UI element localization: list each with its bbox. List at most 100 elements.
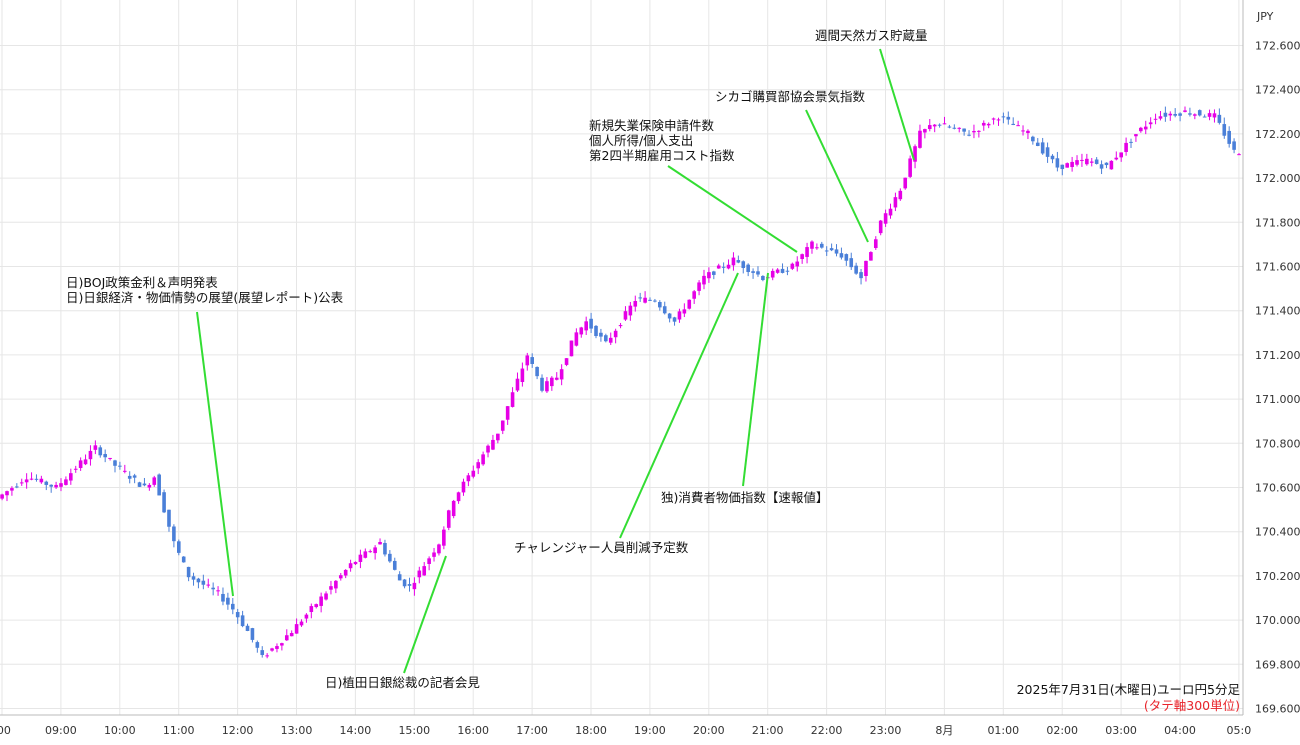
x-tick-label: 11:00	[163, 724, 195, 737]
x-tick-label: 23:00	[870, 724, 902, 737]
candle-body	[957, 127, 962, 129]
candle-body	[1212, 113, 1217, 118]
candle-body	[1143, 126, 1148, 130]
candle-body	[1021, 130, 1025, 132]
x-tick-label: 13:00	[281, 724, 313, 737]
candle	[1050, 154, 1055, 164]
annotation-label: 日)日銀経済・物価情勢の展望(展望レポート)公表	[66, 290, 344, 305]
candle	[1094, 157, 1099, 165]
y-tick-label: 172.000	[1255, 172, 1300, 185]
candle	[638, 292, 642, 302]
candle	[898, 188, 903, 201]
candle	[859, 268, 863, 285]
candle	[574, 328, 579, 347]
candle	[981, 120, 986, 131]
candle	[1168, 111, 1173, 121]
candle-body	[515, 378, 520, 391]
candle-body	[358, 554, 363, 562]
candle	[181, 556, 186, 563]
candle-body	[864, 260, 868, 277]
candle-body	[761, 275, 765, 281]
candle-body	[589, 318, 593, 329]
candle	[10, 486, 14, 496]
candle-body	[181, 556, 186, 563]
candle-body	[559, 369, 564, 380]
y-tick-label: 170.800	[1255, 437, 1300, 450]
candle-body	[1207, 113, 1212, 117]
candle-body	[677, 311, 682, 320]
candle	[618, 322, 623, 329]
candle-body	[1109, 160, 1114, 170]
candle	[667, 312, 672, 323]
candle-body	[64, 479, 68, 485]
candle	[505, 406, 510, 425]
candle	[353, 561, 358, 566]
candle	[775, 268, 780, 274]
candle-body	[574, 332, 579, 346]
candle-body	[780, 268, 785, 273]
candle-body	[770, 270, 775, 278]
candle	[481, 451, 485, 466]
candle	[1070, 156, 1074, 172]
candle-body	[554, 377, 559, 380]
candle	[373, 545, 377, 560]
candle	[1035, 138, 1040, 147]
candle	[206, 578, 211, 588]
candle	[383, 539, 387, 557]
candle	[103, 449, 107, 463]
candle-body	[471, 470, 476, 477]
candle-body	[461, 481, 466, 493]
candle	[932, 124, 937, 133]
y-axis: 172.600 172.400 172.200 172.000 171.800 171.6…	[1255, 40, 1300, 716]
candle	[844, 253, 849, 266]
candle-body	[1099, 164, 1104, 169]
candle	[1114, 151, 1119, 161]
candle-body	[368, 551, 373, 553]
candle	[304, 613, 309, 623]
candle	[780, 263, 785, 274]
candle	[221, 587, 225, 606]
candle	[437, 543, 441, 556]
candle	[1124, 137, 1128, 156]
candle	[996, 117, 1001, 126]
candle	[952, 124, 957, 130]
candle	[805, 242, 809, 264]
candle-body	[1217, 114, 1222, 123]
candle-body	[731, 257, 736, 266]
candle	[672, 316, 677, 326]
y-tick-label: 170.600	[1255, 482, 1300, 495]
candle	[633, 295, 638, 312]
candle-body	[1040, 142, 1045, 154]
candle	[873, 236, 878, 250]
candle	[878, 219, 883, 236]
candle	[1080, 153, 1084, 167]
candle	[471, 465, 476, 479]
candle-body	[49, 484, 53, 487]
candle-body	[392, 560, 397, 570]
candle-body	[275, 646, 279, 649]
candle-body	[643, 297, 647, 303]
candle-body	[1089, 161, 1094, 163]
annotation-leader-line	[619, 272, 739, 539]
candle-body	[1129, 141, 1133, 143]
candle	[329, 580, 333, 595]
candle-body	[1237, 154, 1241, 156]
candle-body	[1134, 134, 1138, 137]
candle-body	[226, 597, 230, 605]
candle-body	[437, 544, 441, 554]
candle	[510, 387, 515, 408]
candle	[972, 124, 976, 139]
candle-body	[206, 584, 211, 586]
candle	[314, 603, 319, 609]
candle-body	[417, 570, 422, 578]
candle-body	[1104, 162, 1109, 166]
candle-body	[716, 265, 721, 269]
candle-body	[1139, 127, 1143, 132]
candle-body	[476, 462, 481, 469]
candle	[1139, 126, 1143, 133]
candle-body	[34, 478, 39, 480]
candle	[29, 472, 34, 481]
candle-body	[564, 358, 569, 365]
candle-body	[1075, 160, 1079, 165]
candle	[127, 471, 132, 484]
